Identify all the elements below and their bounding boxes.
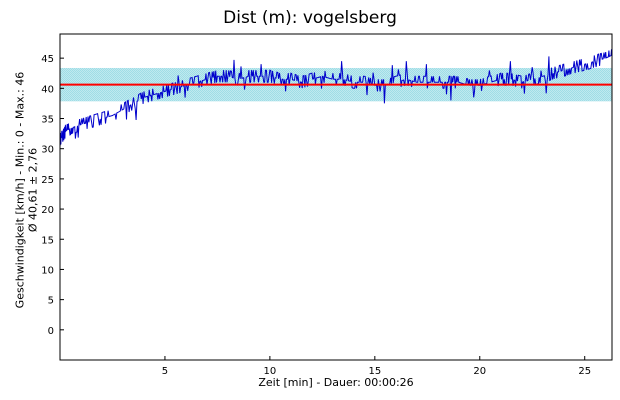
- y-tick-label: 5: [48, 296, 54, 307]
- x-axis-label: Zeit [min] - Dauer: 00:00:26: [258, 376, 414, 389]
- y-tick-label: 45: [41, 54, 54, 65]
- y-tick-label: 10: [41, 265, 54, 276]
- x-tick-label: 20: [473, 366, 486, 377]
- y-tick-label: 15: [41, 235, 54, 246]
- y-tick-label: 35: [41, 115, 54, 126]
- x-tick-label: 15: [368, 366, 381, 377]
- y-tick-label: 20: [41, 205, 54, 216]
- x-tick-label: 5: [162, 366, 168, 377]
- plot-border: [59, 33, 613, 361]
- chart-title: Dist (m): vogelsberg: [223, 8, 397, 28]
- x-tick-label: 25: [578, 366, 591, 377]
- x-tick-label: 10: [264, 366, 277, 377]
- y-tick-label: 30: [41, 145, 54, 156]
- series-line-0: [59, 49, 613, 146]
- y-tick-label: 0: [48, 326, 54, 337]
- y-tick-label: 25: [41, 175, 54, 186]
- y-tick-label: 40: [41, 84, 54, 95]
